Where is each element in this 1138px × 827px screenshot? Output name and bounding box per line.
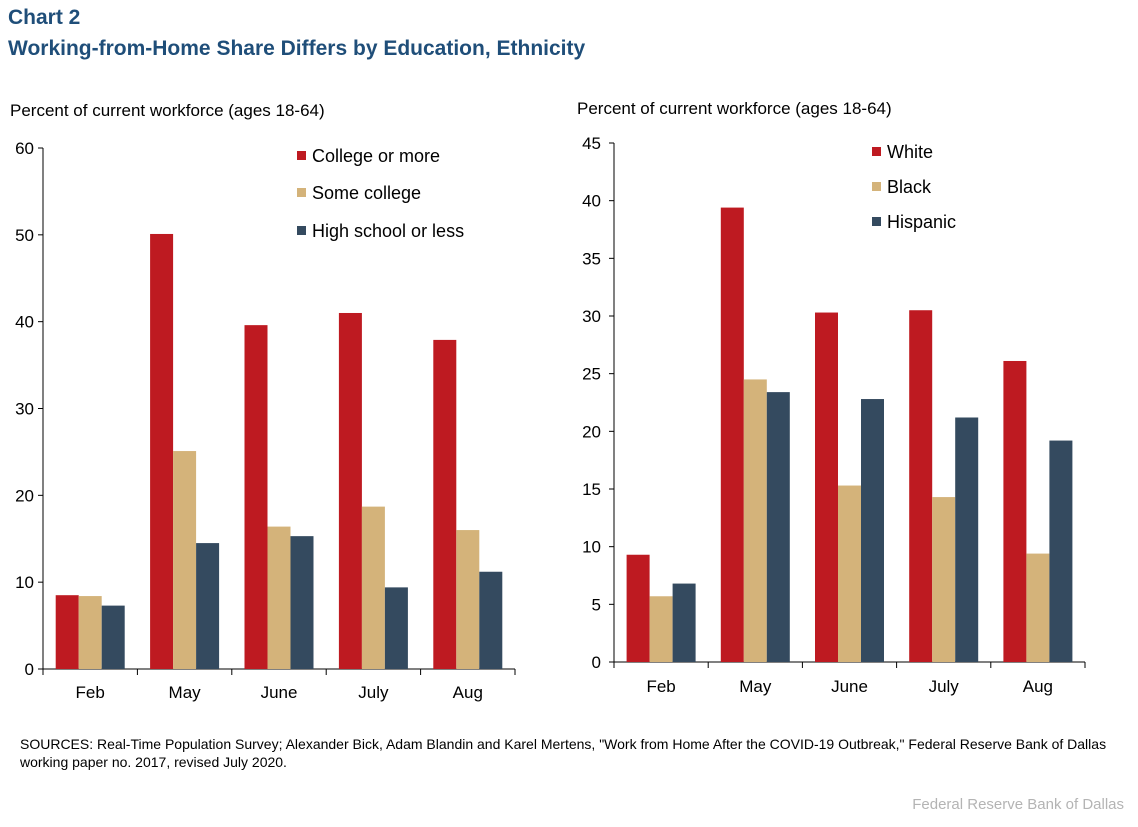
bar xyxy=(384,587,408,669)
chart-label: Chart 2 xyxy=(8,6,81,29)
bar xyxy=(456,530,480,669)
bar xyxy=(338,312,362,669)
x-tick-label: May xyxy=(739,677,772,696)
legend-swatch xyxy=(297,226,306,235)
bar xyxy=(932,497,956,662)
bar xyxy=(720,207,744,662)
legend-swatch xyxy=(872,182,881,191)
bar xyxy=(361,506,385,669)
bar xyxy=(433,339,457,669)
bar xyxy=(1026,553,1050,662)
y-tick-label: 20 xyxy=(582,422,601,441)
credit-line: Federal Reserve Bank of Dallas xyxy=(912,796,1124,813)
y-tick-label: 30 xyxy=(582,307,601,326)
y-tick-label: 25 xyxy=(582,365,601,384)
bar xyxy=(815,312,838,662)
bar xyxy=(55,595,79,669)
bar xyxy=(479,571,503,669)
bar xyxy=(173,451,197,669)
bar xyxy=(672,583,696,662)
legend-label: College or more xyxy=(312,146,440,166)
x-tick-label: July xyxy=(358,683,389,702)
x-tick-label: Aug xyxy=(453,683,483,702)
x-tick-label: Feb xyxy=(76,683,105,702)
legend-label: Black xyxy=(887,177,932,197)
bar xyxy=(626,554,650,662)
bar xyxy=(838,485,861,662)
bar xyxy=(101,605,125,669)
x-tick-label: June xyxy=(831,677,868,696)
bar xyxy=(196,543,220,669)
bar xyxy=(1003,360,1027,662)
x-tick-label: Feb xyxy=(646,677,675,696)
bar xyxy=(909,310,933,662)
y-tick-label: 45 xyxy=(582,134,601,153)
y-tick-label: 60 xyxy=(15,139,34,158)
y-tick-label: 50 xyxy=(15,226,34,245)
bar xyxy=(743,379,767,662)
legend-swatch xyxy=(872,147,881,156)
legend-label: Some college xyxy=(312,183,421,203)
y-tick-label: 40 xyxy=(15,313,34,332)
x-tick-label: Aug xyxy=(1023,677,1053,696)
bar xyxy=(955,417,979,662)
y-axis-label: Percent of current workforce (ages 18-64… xyxy=(577,99,892,118)
sources-note: SOURCES: Real-Time Population Survey; Al… xyxy=(20,736,1107,770)
y-tick-label: 30 xyxy=(15,400,34,419)
y-tick-label: 35 xyxy=(582,249,601,268)
x-tick-label: June xyxy=(261,683,298,702)
bar xyxy=(150,233,174,669)
bar xyxy=(267,526,291,669)
bar xyxy=(78,596,102,669)
y-tick-label: 0 xyxy=(592,653,601,672)
y-tick-label: 10 xyxy=(15,573,34,592)
bar xyxy=(861,399,884,662)
y-tick-label: 0 xyxy=(25,660,34,679)
y-tick-label: 15 xyxy=(582,480,601,499)
chart-title: Working-from-Home Share Differs by Educa… xyxy=(8,37,586,60)
x-tick-label: July xyxy=(929,677,960,696)
legend-label: High school or less xyxy=(312,221,464,241)
y-tick-label: 20 xyxy=(15,486,34,505)
bar xyxy=(649,596,673,662)
bar xyxy=(244,325,268,669)
legend-swatch xyxy=(872,217,881,226)
legend-swatch xyxy=(297,188,306,197)
legend-label: Hispanic xyxy=(887,212,956,232)
x-tick-label: May xyxy=(169,683,202,702)
bar xyxy=(766,392,790,662)
legend-label: White xyxy=(887,142,933,162)
y-tick-label: 40 xyxy=(582,192,601,211)
y-tick-label: 10 xyxy=(582,538,601,557)
y-axis-label: Percent of current workforce (ages 18-64… xyxy=(10,101,325,120)
y-tick-label: 5 xyxy=(592,595,601,614)
legend-swatch xyxy=(297,151,306,160)
bar xyxy=(1049,440,1073,662)
bar xyxy=(290,536,314,669)
